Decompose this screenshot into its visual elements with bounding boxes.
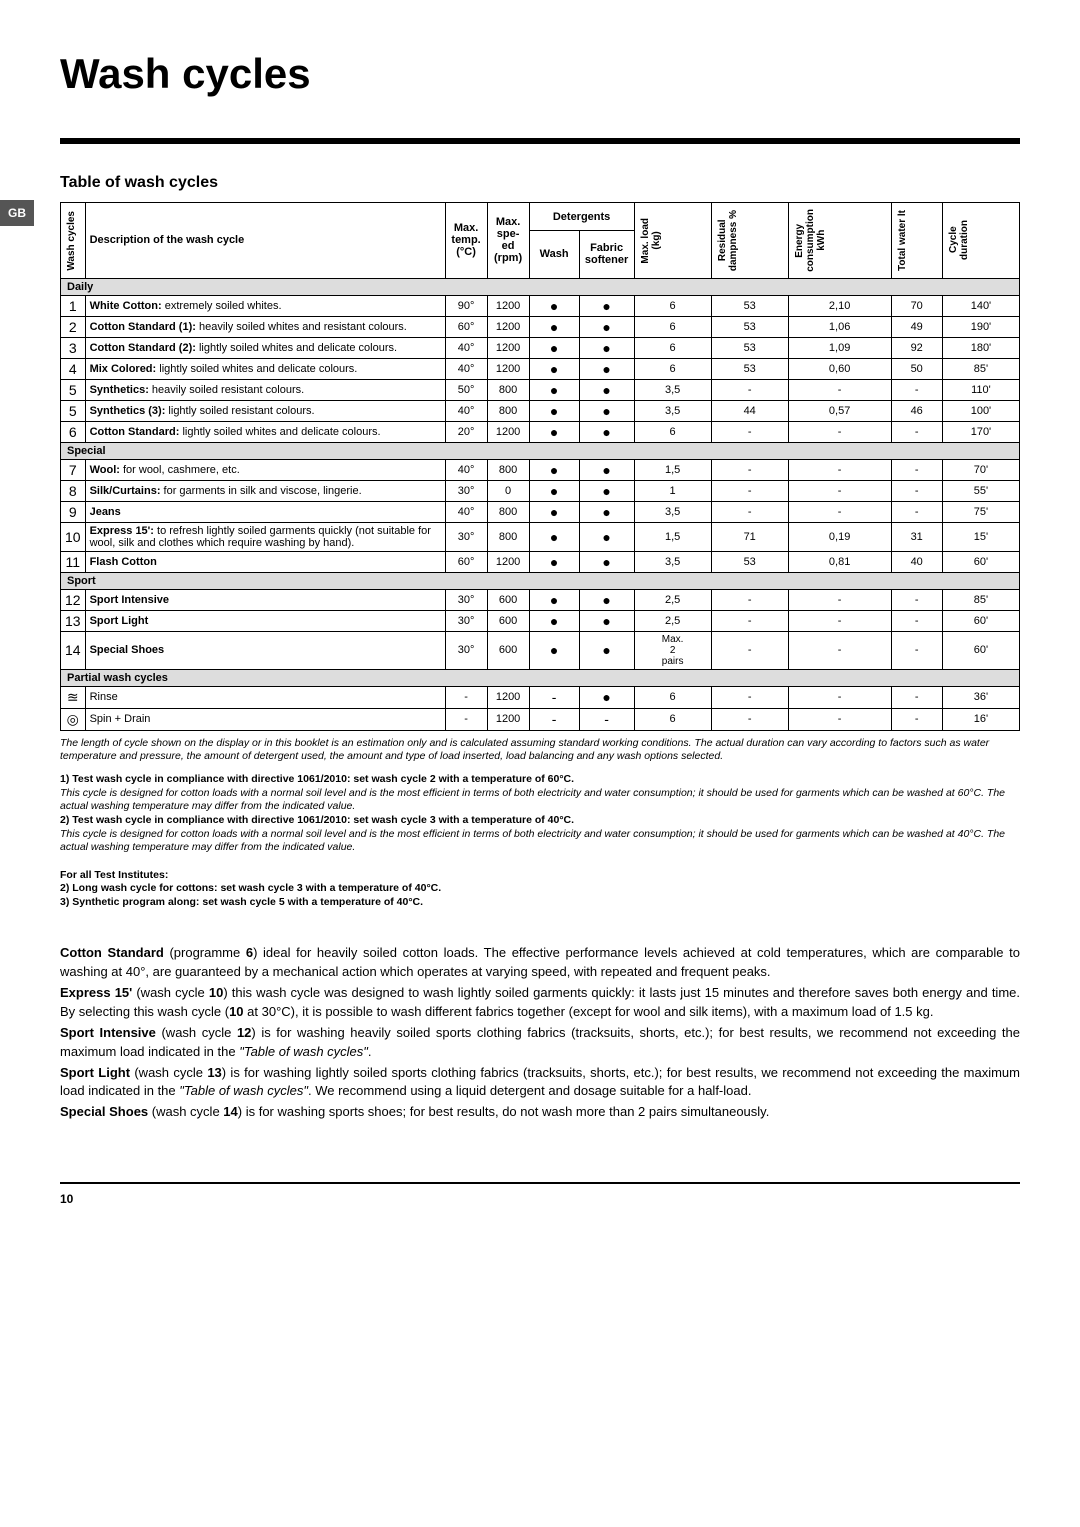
body-paragraph: Express 15' (wash cycle 10) this wash cy… (60, 984, 1020, 1022)
col-desc: Description of the wash cycle (85, 203, 445, 279)
section-header: Special (61, 442, 1020, 459)
col-load: Max. load (kg) (639, 214, 663, 268)
table-row: 7Wool: for wool, cashmere, etc.40°800●●1… (61, 459, 1020, 480)
col-duration: Cycle duration (947, 216, 971, 264)
footnote: The length of cycle shown on the display… (60, 737, 1020, 763)
table-row: 5Synthetics: heavily soiled resistant co… (61, 379, 1020, 400)
body-paragraph: Cotton Standard (programme 6) ideal for … (60, 944, 1020, 982)
table-row: 14Special Shoes30°600●●Max. 2 pairs---60… (61, 631, 1020, 669)
col-water: Total water lt (896, 206, 909, 275)
language-tab: GB (0, 200, 34, 226)
page-title: Wash cycles (60, 50, 1020, 98)
col-damp: Residual dampness % (716, 206, 740, 275)
wash-cycles-table: Wash cycles Description of the wash cycl… (60, 202, 1020, 731)
col-softener: Fabric softener (579, 231, 634, 279)
body-paragraph: Sport Intensive (wash cycle 12) is for w… (60, 1024, 1020, 1062)
table-row: ≊Rinse-1200-●6---36' (61, 686, 1020, 708)
section-header: Sport (61, 572, 1020, 589)
table-row: 8Silk/Curtains: for garments in silk and… (61, 480, 1020, 501)
body-text: Cotton Standard (programme 6) ideal for … (60, 944, 1020, 1122)
table-row: 3Cotton Standard (2): lightly soiled whi… (61, 337, 1020, 358)
section-header: Partial wash cycles (61, 669, 1020, 686)
col-cycles: Wash cycles (65, 207, 78, 275)
table-row: 11Flash Cotton60°1200●●3,5530,814060' (61, 551, 1020, 572)
table-row: 10Express 15': to refresh lightly soiled… (61, 522, 1020, 551)
title-rule (60, 138, 1020, 144)
col-temp: Max. temp. (°C) (445, 203, 487, 279)
col-speed: Max. spe- ed (rpm) (487, 203, 529, 279)
section-header: Daily (61, 278, 1020, 295)
col-detergents: Detergents (529, 203, 634, 231)
table-row: 13Sport Light30°600●●2,5---60' (61, 610, 1020, 631)
table-row: 1White Cotton: extremely soiled whites.9… (61, 295, 1020, 316)
table-row: 6Cotton Standard: lightly soiled whites … (61, 421, 1020, 442)
table-row: 5Synthetics (3): lightly soiled resistan… (61, 400, 1020, 421)
table-row: ◎Spin + Drain-1200--6---16' (61, 708, 1020, 730)
table-subtitle: Table of wash cycles (60, 174, 1020, 192)
col-wash: Wash (529, 231, 579, 279)
table-row: 9Jeans40°800●●3,5---75' (61, 501, 1020, 522)
page-number: 10 (60, 1192, 1020, 1206)
table-row: 4Mix Colored: lightly soiled whites and … (61, 358, 1020, 379)
table-row: 2Cotton Standard (1): heavily soiled whi… (61, 316, 1020, 337)
table-row: 12Sport Intensive30°600●●2,5---85' (61, 589, 1020, 610)
body-paragraph: Special Shoes (wash cycle 14) is for was… (60, 1103, 1020, 1122)
body-paragraph: Sport Light (wash cycle 13) is for washi… (60, 1064, 1020, 1102)
test-notes: 1) Test wash cycle in compliance with di… (60, 773, 1020, 909)
footer-rule (60, 1182, 1020, 1184)
col-energy: Energy consumption kWh (793, 205, 828, 276)
